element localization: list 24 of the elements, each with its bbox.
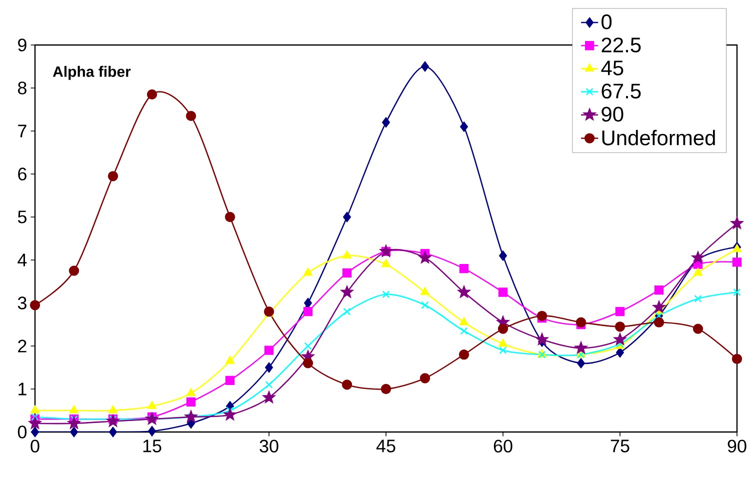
y-tick-label: 9 — [18, 38, 26, 52]
legend-label: 0 — [602, 14, 612, 30]
x-tick-label: 0 — [30, 440, 40, 453]
x-tick-label: 75 — [610, 440, 630, 452]
legend-label: 45 — [601, 60, 624, 76]
text: Alpha fiber — [52, 66, 131, 80]
y-tick-label: 2 — [18, 340, 26, 352]
x-tick-label: 30 — [260, 440, 278, 453]
x-tick-label: 60 — [494, 440, 512, 453]
x-tick-label: 90 — [728, 440, 746, 453]
y-tick-label: 7 — [18, 124, 26, 138]
y-tick-label: 6 — [18, 168, 26, 180]
x-tick-label: 45 — [376, 440, 396, 452]
y-tick-label: 4 — [18, 254, 27, 266]
legend-label: 22.5 — [602, 38, 641, 52]
y-tick-label: 3 — [18, 296, 26, 310]
x-tick-label: 15 — [143, 440, 162, 452]
legend-label: 67.5 — [602, 84, 641, 98]
y-tick-label: 5 — [18, 210, 26, 224]
y-tick-label: 0 — [18, 426, 27, 438]
y-tick-label: 1 — [18, 382, 26, 396]
legend-label: Undeformed — [602, 130, 715, 146]
legend-label: 90 — [602, 106, 624, 122]
y-tick-label: 8 — [18, 82, 26, 94]
